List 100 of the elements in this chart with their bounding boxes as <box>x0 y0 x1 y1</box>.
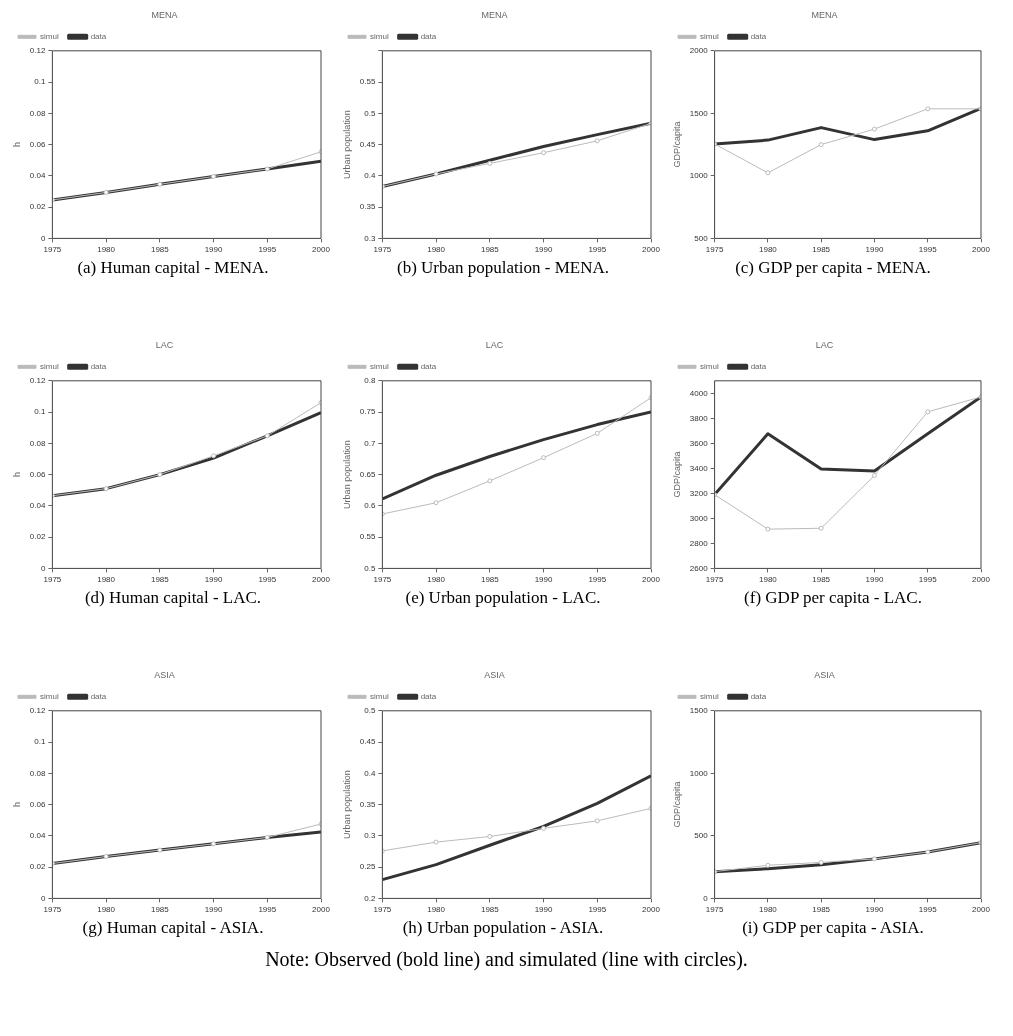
chart-title: LAC <box>815 339 834 350</box>
y-tick-label: 0.08 <box>29 108 46 118</box>
y-axis-title: Urban population <box>341 110 352 179</box>
x-tick-label: 1995 <box>258 245 277 255</box>
y-tick-label: 0.7 <box>364 438 376 448</box>
text: (i) GDP per capita - ASIA. <box>742 918 924 937</box>
legend-label: simul <box>370 32 389 41</box>
text: (f) GDP per capita - LAC. <box>743 588 923 609</box>
chart-title: ASIA <box>814 669 835 680</box>
y-tick-label: 0.5 <box>364 108 376 118</box>
x-tick-label: 1980 <box>97 245 116 255</box>
x-tick-label: 2000 <box>312 245 331 255</box>
x-tick-label: 1975 <box>705 575 725 585</box>
x-tick-label: 2000 <box>642 575 661 585</box>
legend-label: data <box>90 692 107 701</box>
y-axis-title: GDP/capita <box>671 781 682 828</box>
y-tick-label: 0 <box>703 893 709 903</box>
x-tick-label: 1985 <box>812 245 831 255</box>
legend-label: simul <box>40 692 59 701</box>
x-tick-label: 1975 <box>373 245 392 255</box>
x-tick-label: 1975 <box>373 575 392 585</box>
x-tick-label: 1980 <box>97 905 116 915</box>
x-tick-label: 2000 <box>972 905 991 915</box>
x-tick-label: 1975 <box>705 905 725 915</box>
x-tick-label: 1980 <box>758 905 778 915</box>
y-tick-label: 0.04 <box>29 501 46 511</box>
y-axis-title: Urban population <box>341 440 352 509</box>
y-tick-label: 0.4 <box>364 171 376 181</box>
x-tick-label: 1980 <box>758 245 778 255</box>
y-tick-label: 1000 <box>689 768 709 778</box>
chart-title: ASIA <box>484 669 505 680</box>
x-tick-label: 1975 <box>705 245 725 255</box>
chart-title: MENA <box>481 9 508 20</box>
y-tick-label: 0.65 <box>359 469 376 479</box>
y-tick-label: 0.4 <box>364 768 376 778</box>
y-tick-label: 3200 <box>689 488 709 498</box>
y-axis-title: GDP/capita <box>671 121 682 168</box>
y-tick-label: 3800 <box>689 413 709 423</box>
x-tick-label: 1995 <box>918 575 938 585</box>
y-tick-label: 0.45 <box>359 737 376 747</box>
y-axis-title: h <box>11 142 22 148</box>
y-tick-label: 500 <box>694 831 709 841</box>
text: (g) Human capital - ASIA. <box>82 918 264 937</box>
y-tick-label: 0.12 <box>29 376 46 385</box>
y-tick-label: 0.2 <box>364 893 376 903</box>
x-tick-label: 1975 <box>43 905 62 915</box>
x-tick-label: 2000 <box>642 245 661 255</box>
y-tick-label: 0.1 <box>34 737 46 747</box>
legend-label: data <box>90 362 107 371</box>
x-tick-label: 1990 <box>865 575 884 585</box>
y-tick-label: 0.06 <box>29 469 46 479</box>
x-tick-label: 1995 <box>588 245 607 255</box>
x-tick-label: 1980 <box>427 905 446 915</box>
legend-label: data <box>750 692 767 701</box>
y-tick-label: 0.55 <box>359 532 376 542</box>
y-tick-label: 1000 <box>689 171 709 181</box>
legend-label: data <box>420 32 437 41</box>
x-tick-label: 1985 <box>480 905 500 915</box>
text: (c) GDP per capita - MENA. <box>734 258 932 279</box>
legend-label: data <box>420 692 437 701</box>
text: (b) Urban population - MENA. <box>396 258 610 279</box>
y-tick-label: 0.06 <box>29 139 46 149</box>
y-tick-label: 0.08 <box>29 438 46 448</box>
y-tick-label: 0.5 <box>364 706 376 715</box>
x-tick-label: 1980 <box>427 245 446 255</box>
y-tick-label: 4000 <box>689 388 709 398</box>
x-tick-label: 1990 <box>534 245 553 255</box>
legend-label: simul <box>370 692 389 701</box>
x-tick-label: 1975 <box>43 575 62 585</box>
chart-title: LAC <box>155 339 174 350</box>
x-tick-label: 1985 <box>150 245 170 255</box>
legend-label: simul <box>40 362 59 371</box>
x-tick-label: 1975 <box>43 245 62 255</box>
y-tick-label: 0.02 <box>29 532 46 542</box>
y-axis-title: Urban population <box>341 770 352 839</box>
x-tick-label: 1990 <box>204 905 223 915</box>
y-tick-label: 0.08 <box>29 768 46 778</box>
x-tick-label: 2000 <box>312 575 331 585</box>
legend-label: simul <box>370 362 389 371</box>
y-tick-label: 0.12 <box>29 706 46 715</box>
y-tick-label: 2000 <box>689 46 709 55</box>
y-tick-label: 0.3 <box>364 233 376 243</box>
y-tick-label: 3000 <box>689 513 709 523</box>
legend-label: simul <box>700 692 719 701</box>
x-tick-label: 1980 <box>427 575 446 585</box>
y-tick-label: 0 <box>40 563 46 573</box>
text: (h) Urban population - ASIA. <box>402 918 604 937</box>
chart-title: MENA <box>151 9 178 20</box>
x-tick-label: 1980 <box>758 575 778 585</box>
chart-title: ASIA <box>154 669 175 680</box>
y-tick-label: 0.75 <box>359 407 376 417</box>
x-tick-label: 1985 <box>150 575 170 585</box>
legend-label: data <box>750 362 767 371</box>
y-axis-title: GDP/capita <box>671 451 682 498</box>
y-tick-label: 0.8 <box>364 376 376 385</box>
y-tick-label: 1500 <box>689 108 709 118</box>
chart-title: MENA <box>811 9 838 20</box>
y-tick-label: 0.55 <box>359 77 376 87</box>
legend-label: simul <box>40 32 59 41</box>
y-tick-label: 0.04 <box>29 171 46 181</box>
